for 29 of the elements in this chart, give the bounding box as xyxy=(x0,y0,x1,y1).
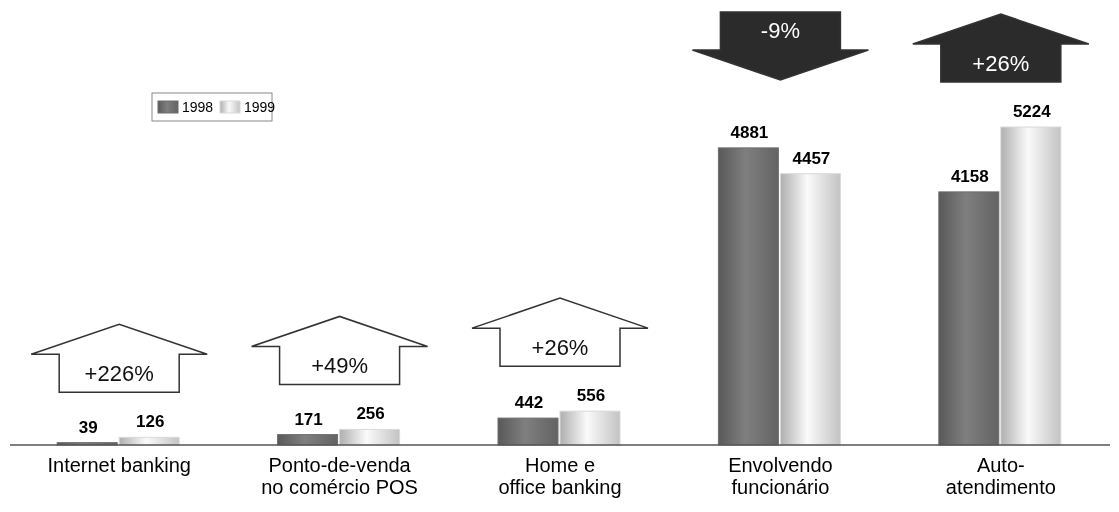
data-label: 256 xyxy=(356,404,385,424)
bar xyxy=(559,410,621,446)
data-label: 126 xyxy=(136,412,165,432)
x-tick-label: Envolvendo funcionário xyxy=(728,454,833,498)
data-label: 4158 xyxy=(950,166,989,186)
bar xyxy=(938,191,1000,446)
bar xyxy=(1000,126,1062,446)
x-tick-label: Internet banking xyxy=(47,454,191,476)
x-tick-label: Ponto-de-venda no comércio POS xyxy=(261,454,418,498)
bar xyxy=(497,417,559,446)
x-tick-label: Auto- atendimento xyxy=(945,454,1056,498)
data-label: 442 xyxy=(514,393,544,413)
annotation: +226% xyxy=(84,361,154,387)
annotation: +49% xyxy=(311,353,369,379)
data-label: 39 xyxy=(78,417,98,437)
text: -9% xyxy=(760,18,800,43)
data-label: 556 xyxy=(576,386,606,406)
data-label: 171 xyxy=(294,409,323,429)
text: +26% xyxy=(972,51,1030,76)
legend-label: 1998 xyxy=(182,99,214,115)
bar xyxy=(339,428,401,446)
bar xyxy=(717,147,779,446)
annotation: +26% xyxy=(531,335,589,361)
x-tick-label: Home e office banking xyxy=(498,454,622,498)
legend-label: 1999 xyxy=(244,99,276,115)
data-label: 5224 xyxy=(1012,102,1052,121)
bar xyxy=(779,173,841,446)
data-label: 4881 xyxy=(730,122,769,142)
data-label: 4457 xyxy=(792,148,831,168)
